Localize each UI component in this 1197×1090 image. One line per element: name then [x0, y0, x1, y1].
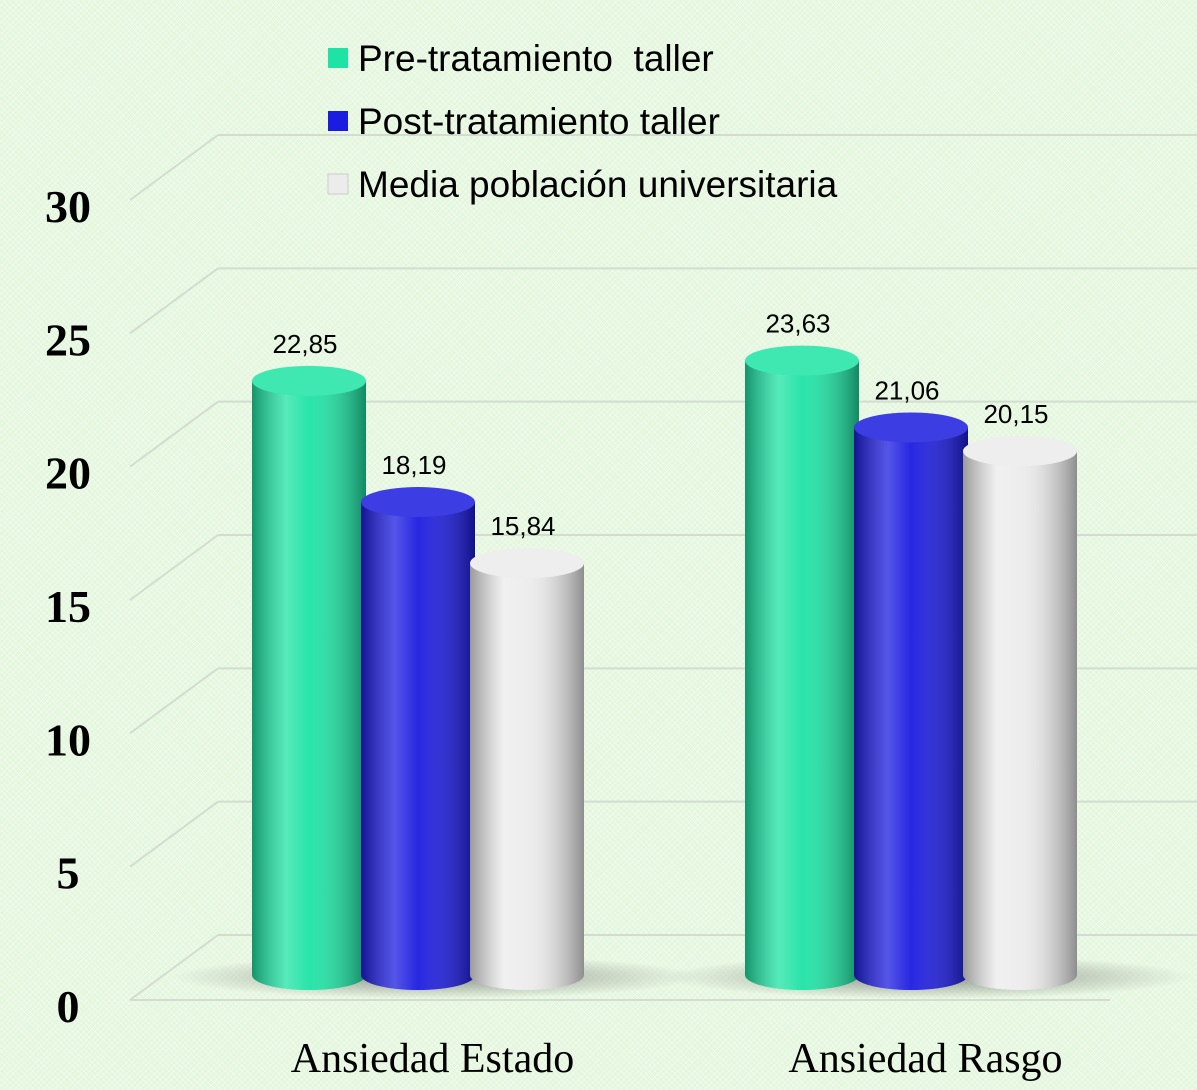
x-tick-label: Ansiedad Estado: [291, 1036, 574, 1082]
bar-top: [963, 436, 1077, 467]
y-tick-label: 0: [57, 981, 80, 1032]
bar-shading: [470, 563, 584, 990]
grid-line-side: [129, 134, 219, 201]
grid-line-side: [129, 267, 219, 335]
y-tick-label: 20: [45, 448, 91, 499]
y-tick-label: 25: [45, 314, 91, 365]
bar-top: [854, 412, 968, 443]
bar-shading: [252, 380, 366, 990]
legend-swatch: [328, 48, 348, 68]
legend-swatch: [327, 173, 349, 195]
value-label: 23,63: [765, 309, 830, 339]
bar-shading: [745, 360, 859, 990]
x-tick-label: Ansiedad Rasgo: [788, 1036, 1062, 1082]
value-label: 21,06: [874, 375, 939, 405]
bar-top-highlight: [963, 436, 1077, 467]
bar-top: [252, 365, 366, 396]
bar-top-highlight: [745, 345, 859, 376]
value-label: 18,19: [381, 450, 446, 480]
value-label: 15,84: [490, 511, 555, 541]
bar-shading: [854, 427, 968, 990]
bar-shading: [963, 451, 1077, 991]
bar-top: [470, 548, 584, 579]
legend-label: Post-tratamiento taller: [358, 101, 720, 142]
legend-label: Pre-tratamiento taller: [358, 38, 714, 79]
grid-line-side: [129, 800, 219, 868]
grid-line-side: [129, 534, 219, 601]
value-label: 22,85: [272, 329, 337, 359]
y-tick-label: 30: [45, 181, 91, 232]
y-tick-label: 5: [57, 848, 80, 899]
legend-label: Media población universitaria: [358, 164, 838, 205]
bar-top: [745, 345, 859, 376]
grid-line-side: [129, 400, 219, 468]
y-tick-label: 10: [45, 714, 91, 765]
bar-top: [361, 487, 475, 518]
bar-shading: [361, 502, 475, 990]
grid-line-side: [129, 934, 219, 1001]
grid-line-side: [129, 667, 219, 735]
bar-top-highlight: [854, 412, 968, 443]
value-label: 20,15: [983, 399, 1048, 429]
bar-top-highlight: [470, 548, 584, 579]
y-tick-label: 15: [45, 581, 91, 632]
legend-swatch: [328, 111, 348, 131]
bar-top-highlight: [361, 487, 475, 518]
bar-top-highlight: [252, 365, 366, 396]
